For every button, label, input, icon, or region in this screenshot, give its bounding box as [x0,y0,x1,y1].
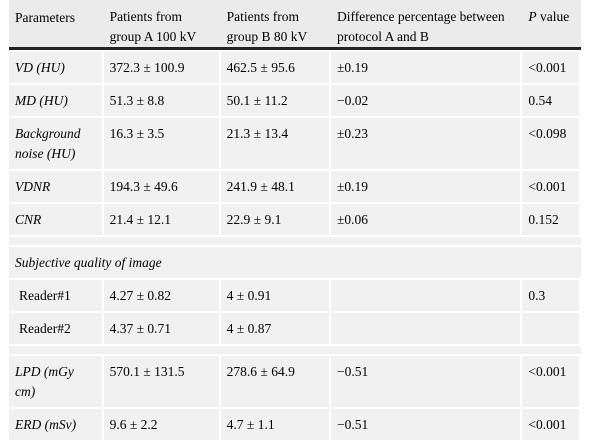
difference-cell: ±0.23 [331,116,523,169]
group-a-cell: 570.1 ± 131.5 [103,354,221,407]
group-b-cell: 22.9 ± 9.1 [220,202,332,235]
group-b-cell: 278.6 ± 64.9 [220,354,332,407]
spacer-row [9,344,581,354]
param-cell: ERD (mSv) [9,407,104,440]
group-a-cell: 21.4 ± 12.1 [103,202,221,235]
p-value-cell: <0.001 [522,169,581,202]
param-cell: Background noise (HU) [9,116,104,169]
table-row: ERD (mSv) 9.6 ± 2.2 4.7 ± 1.1 −0.51 <0.0… [9,407,581,440]
difference-cell: −0.02 [331,83,523,116]
table-row: LPD (mGy cm) 570.1 ± 131.5 278.6 ± 64.9 … [9,354,581,407]
difference-cell: ±0.19 [331,50,523,83]
table-row: Reader#2 4.37 ± 0.71 4 ± 0.87 [9,311,581,344]
group-b-cell: 50.1 ± 11.2 [220,83,332,116]
group-b-cell: 4 ± 0.87 [220,311,332,344]
difference-cell: ±0.06 [331,202,523,235]
p-value-cell: <0.098 [522,116,581,169]
header-p-symbol: P [528,9,537,24]
param-cell: Reader#1 [9,278,104,311]
difference-cell: ±0.19 [331,169,523,202]
group-a-cell: 51.3 ± 8.8 [103,83,221,116]
header-group-b: Patients from group B 80 kV [220,0,332,50]
param-cell: Reader#2 [9,311,104,344]
p-value-cell: 0.152 [522,202,581,235]
group-b-cell: 21.3 ± 13.4 [220,116,332,169]
difference-cell [331,278,523,311]
group-a-cell: 9.6 ± 2.2 [103,407,221,440]
param-cell: VDNR [9,169,104,202]
table-row: Reader#1 4.27 ± 0.82 4 ± 0.91 0.3 [9,278,581,311]
group-a-cell: 4.37 ± 0.71 [103,311,221,344]
p-value-cell: <0.001 [522,50,581,83]
group-b-cell: 241.9 ± 48.1 [220,169,332,202]
group-a-cell: 16.3 ± 3.5 [103,116,221,169]
table-row: Background noise (HU) 16.3 ± 3.5 21.3 ± … [9,116,581,169]
p-value-cell: 0.54 [522,83,581,116]
param-cell: LPD (mGy cm) [9,354,104,407]
header-difference: Difference percentage between protocol A… [331,0,523,50]
table-row: VDNR 194.3 ± 49.6 241.9 ± 48.1 ±0.19 <0.… [9,169,581,202]
p-value-cell [522,311,581,344]
table-row: MD (HU) 51.3 ± 8.8 50.1 ± 11.2 −0.02 0.5… [9,83,581,116]
param-cell: CNR [9,202,104,235]
group-b-cell: 4.7 ± 1.1 [220,407,332,440]
group-b-cell: 4 ± 0.91 [220,278,332,311]
header-p-value: P value [522,0,581,50]
group-a-cell: 4.27 ± 0.82 [103,278,221,311]
header-row: Parameters Patients from group A 100 kV … [9,0,581,50]
table-row: VD (HU) 372.3 ± 100.9 462.5 ± 95.6 ±0.19… [9,50,581,83]
param-cell: VD (HU) [9,50,104,83]
header-parameters: Parameters [9,0,104,50]
results-table: Parameters Patients from group A 100 kV … [9,0,581,440]
p-value-cell: <0.001 [522,354,581,407]
table-row: CNR 21.4 ± 12.1 22.9 ± 9.1 ±0.06 0.152 [9,202,581,235]
section-row: Subjective quality of image [9,245,581,278]
p-value-cell: <0.001 [522,407,581,440]
group-a-cell: 372.3 ± 100.9 [103,50,221,83]
param-cell: MD (HU) [9,83,104,116]
header-group-a: Patients from group A 100 kV [103,0,221,50]
difference-cell [331,311,523,344]
section-title-subjective: Subjective quality of image [9,245,581,278]
difference-cell: −0.51 [331,407,523,440]
group-b-cell: 462.5 ± 95.6 [220,50,332,83]
p-value-cell: 0.3 [522,278,581,311]
group-a-cell: 194.3 ± 49.6 [103,169,221,202]
spacer-row [9,235,581,245]
difference-cell: −0.51 [331,354,523,407]
header-p-suffix: value [536,9,570,24]
